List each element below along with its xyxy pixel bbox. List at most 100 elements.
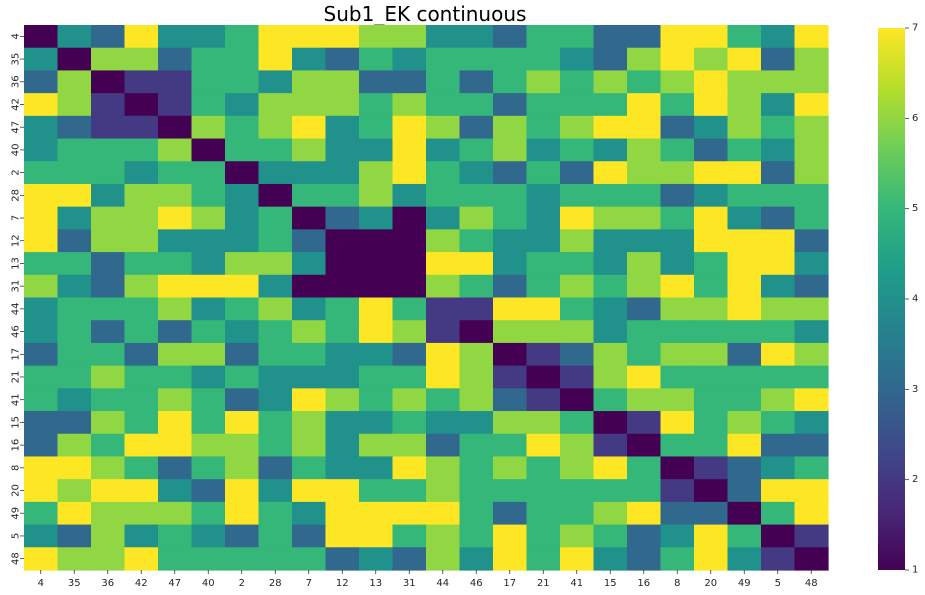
heatmap-cell (258, 206, 293, 230)
heatmap-cell (225, 342, 260, 367)
heatmap-cell (57, 320, 92, 344)
heatmap-cell (225, 252, 260, 276)
heatmap-cell (459, 229, 494, 253)
heatmap-cell (124, 70, 159, 94)
heatmap-cell (57, 252, 92, 276)
heatmap-cell (24, 161, 59, 185)
heatmap-cell (191, 47, 226, 72)
heatmap-cell (694, 115, 729, 140)
heatmap-cell (292, 411, 327, 435)
heatmap-cell (292, 25, 327, 49)
heatmap-cell (794, 206, 829, 230)
heatmap-cell (761, 161, 796, 185)
heatmap-cell (426, 183, 461, 208)
heatmap-cell (694, 274, 729, 299)
heatmap-cell (459, 456, 494, 480)
heatmap-cell (57, 161, 92, 185)
heatmap-cell (627, 229, 662, 253)
heatmap-cell (91, 47, 126, 72)
heatmap-cell (493, 229, 528, 253)
heatmap-cell (392, 183, 427, 208)
heatmap-cell (526, 411, 561, 435)
heatmap-cell (124, 320, 159, 344)
heatmap-cell (292, 547, 327, 571)
heatmap-cell (627, 456, 662, 480)
x-tick-label: 46 (470, 578, 483, 589)
heatmap-cell (258, 411, 293, 435)
heatmap-cell (191, 524, 226, 548)
heatmap-cell (57, 93, 92, 117)
heatmap-cell (359, 229, 394, 253)
heatmap-cell (292, 501, 327, 526)
heatmap-cell (225, 433, 260, 458)
heatmap-cell (292, 365, 327, 389)
heatmap-cell (761, 524, 796, 548)
heatmap-cell (727, 206, 762, 230)
heatmap-cell (325, 138, 360, 162)
heatmap-cell (392, 274, 427, 299)
heatmap-cell (593, 115, 628, 140)
heatmap-cell (191, 274, 226, 299)
heatmap-cell (761, 456, 796, 480)
heatmap-cell (694, 501, 729, 526)
heatmap-cell (426, 274, 461, 299)
y-tick-label: 36 (11, 75, 22, 88)
heatmap-cell (91, 456, 126, 480)
heatmap-cell (761, 479, 796, 503)
heatmap-cell (727, 547, 762, 571)
x-tick-label: 28 (269, 578, 282, 589)
heatmap-cell (627, 411, 662, 435)
heatmap-cell (694, 411, 729, 435)
colorbar-tick-label: 7 (912, 23, 918, 34)
heatmap-cell (292, 70, 327, 94)
heatmap-cell (292, 297, 327, 321)
heatmap-cell (426, 320, 461, 344)
y-tick-label: 13 (11, 257, 22, 270)
heatmap-cell (158, 138, 193, 162)
heatmap-cell (727, 479, 762, 503)
heatmap-cell (57, 524, 92, 548)
heatmap-cell (124, 93, 159, 117)
y-tick-label: 49 (11, 507, 22, 520)
heatmap-cell (627, 388, 662, 412)
heatmap-cell (24, 274, 59, 299)
heatmap-cell (493, 320, 528, 344)
colorbar: 1 2 3 4 5 6 7 (878, 23, 918, 576)
heatmap-cell (560, 274, 595, 299)
heatmap-cell (392, 411, 427, 435)
heatmap-cell (459, 433, 494, 458)
heatmap-cell (225, 183, 260, 208)
heatmap-cell (24, 229, 59, 253)
heatmap-cells (24, 25, 829, 571)
y-tick-label: 8 (11, 465, 22, 471)
heatmap-cell (91, 411, 126, 435)
heatmap-cell (24, 206, 59, 230)
heatmap-cell (325, 297, 360, 321)
x-tick-label: 2 (239, 578, 245, 589)
colorbar-tick-label: 6 (912, 113, 918, 124)
heatmap-cell (660, 411, 695, 435)
heatmap-cell (627, 206, 662, 230)
x-tick-label: 47 (168, 578, 181, 589)
y-tick-label: 12 (11, 234, 22, 247)
heatmap-cell (794, 320, 829, 344)
x-tick-label: 41 (570, 578, 583, 589)
heatmap-cell (392, 25, 427, 49)
heatmap-cell (660, 524, 695, 548)
heatmap-cell (191, 411, 226, 435)
heatmap-cell (794, 183, 829, 208)
heatmap-cell (526, 25, 561, 49)
heatmap-cell (426, 365, 461, 389)
heatmap-cell (627, 252, 662, 276)
heatmap-cell (359, 274, 394, 299)
colorbar-tick-label: 5 (912, 203, 918, 214)
heatmap-cell (91, 70, 126, 94)
heatmap-cell (493, 206, 528, 230)
heatmap-cell (191, 433, 226, 458)
heatmap-cell (158, 501, 193, 526)
heatmap-cell (191, 93, 226, 117)
heatmap-cell (459, 411, 494, 435)
heatmap-cell (57, 433, 92, 458)
heatmap-cell (325, 161, 360, 185)
heatmap-cell (794, 252, 829, 276)
